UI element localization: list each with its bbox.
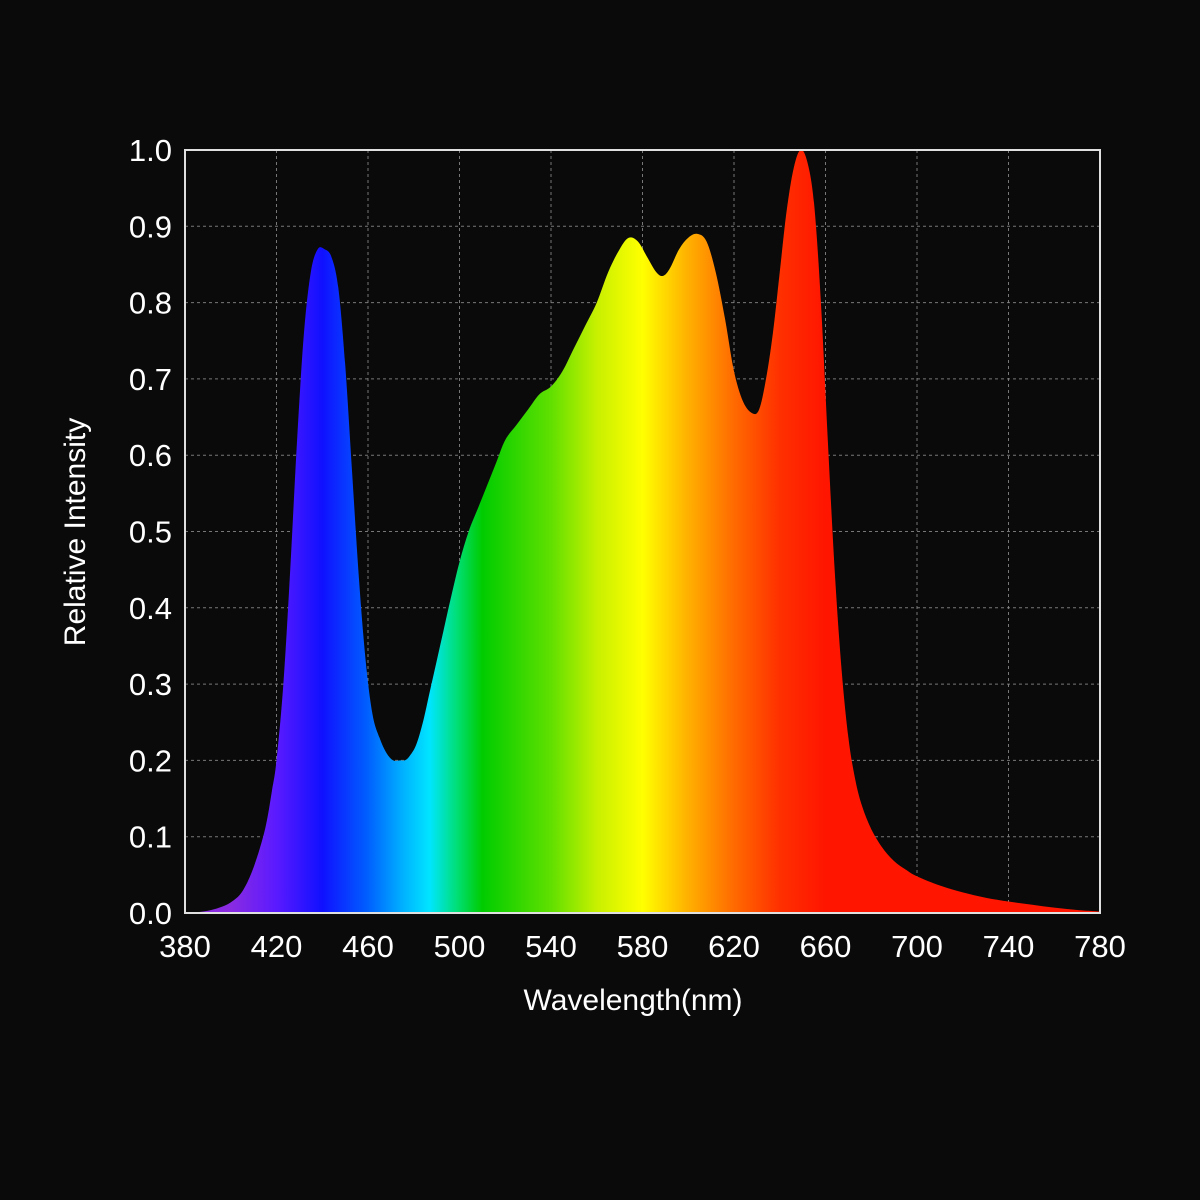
spectrum-area <box>185 149 1100 914</box>
plot-frame <box>184 149 1101 914</box>
y-axis-title: Relative Intensity <box>59 418 92 646</box>
x-tick-label-380: 380 <box>159 929 211 964</box>
x-tick-label-780: 780 <box>1074 929 1126 964</box>
x-tick-label-540: 540 <box>525 929 577 964</box>
x-axis-title: Wavelength(nm) <box>524 984 743 1017</box>
x-tick-label-660: 660 <box>800 929 852 964</box>
x-tick-label-740: 740 <box>983 929 1035 964</box>
y-tick-label-0.6: 0.6 <box>129 438 172 473</box>
y-tick-label-0.4: 0.4 <box>129 591 172 626</box>
y-tick-label-0.1: 0.1 <box>129 820 172 855</box>
x-tick-label-420: 420 <box>251 929 303 964</box>
y-tick-label-1.0: 1.0 <box>129 133 172 168</box>
y-tick-label-0.7: 0.7 <box>129 362 172 397</box>
y-tick-labels: 0.0 0.1 0.2 0.3 0.4 0.5 0.6 0.7 0.8 0.9 1.0 <box>129 133 172 931</box>
x-tick-labels: 380 420 460 500 540 580 620 660 700 740 780 <box>159 929 1126 964</box>
y-tick-label-0.3: 0.3 <box>129 667 172 702</box>
y-tick-label-0.8: 0.8 <box>129 286 172 321</box>
y-tick-label-0.2: 0.2 <box>129 743 172 778</box>
x-tick-label-620: 620 <box>708 929 760 964</box>
y-tick-label-0.9: 0.9 <box>129 209 172 244</box>
y-tick-label-0.0: 0.0 <box>129 896 172 931</box>
y-tick-label-0.5: 0.5 <box>129 515 172 550</box>
x-tick-label-700: 700 <box>891 929 943 964</box>
x-tick-label-580: 580 <box>617 929 669 964</box>
x-tick-label-460: 460 <box>342 929 394 964</box>
x-tick-label-500: 500 <box>434 929 486 964</box>
